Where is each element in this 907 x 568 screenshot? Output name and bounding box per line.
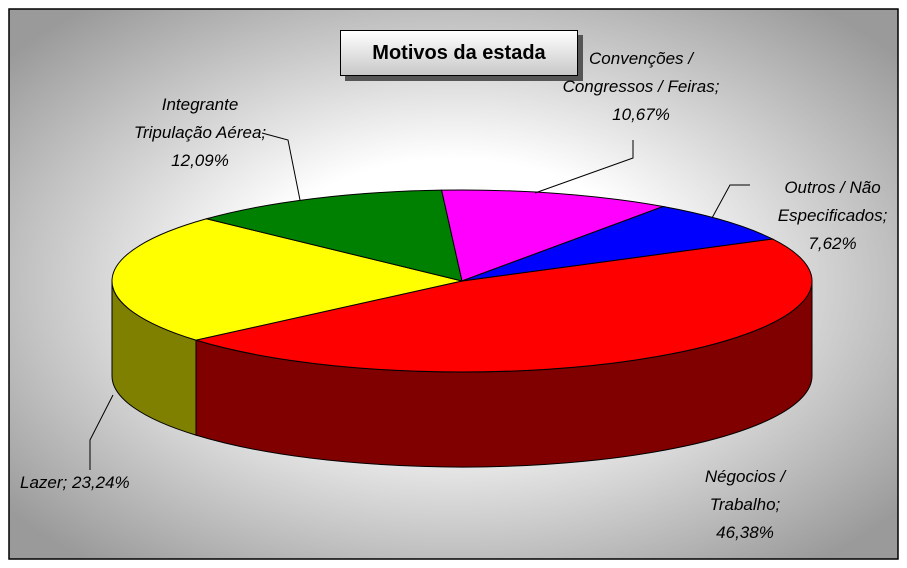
label-category: Convenções / Congressos / Feiras [562, 49, 715, 96]
label-category: Integrante Tripulação Aérea [133, 95, 262, 142]
label-separator: ; [62, 473, 68, 492]
leader-line [89, 394, 114, 470]
slice [440, 189, 665, 282]
label-separator: ; [775, 495, 781, 514]
label-category: Négocios / Trabalho [704, 467, 786, 514]
value-label: 12,09% [171, 151, 229, 170]
value-label: 7,62% [808, 234, 857, 253]
label-category: Lazer [20, 473, 63, 492]
pie [111, 189, 813, 468]
value-label: 23,24% [72, 473, 130, 492]
label-separator: ; [261, 123, 267, 142]
value-label: 10,67% [612, 105, 670, 124]
label-separator: ; [882, 206, 888, 225]
label-category: Outros / Não Especificados [777, 178, 883, 225]
data-label: Convenções / Congressos / Feiras; 10,67% [560, 45, 722, 129]
slice [111, 218, 463, 341]
label-separator: ; [714, 77, 720, 96]
leader-line [711, 184, 750, 219]
leader-line [534, 140, 634, 194]
slice [194, 238, 813, 373]
chart-title: Motivos da estada [340, 30, 578, 76]
data-label: Négocios / Trabalho; 46,38% [690, 463, 800, 547]
slice [461, 206, 775, 282]
data-label: Outros / Não Especificados; 7,62% [760, 174, 905, 258]
data-label: Integrante Tripulação Aérea; 12,09% [130, 91, 270, 175]
slice [204, 189, 463, 282]
leader-lines [89, 132, 750, 470]
value-label: 46,38% [716, 523, 774, 542]
data-label: Lazer; 23,24% [20, 469, 220, 497]
leader-line [261, 132, 301, 201]
